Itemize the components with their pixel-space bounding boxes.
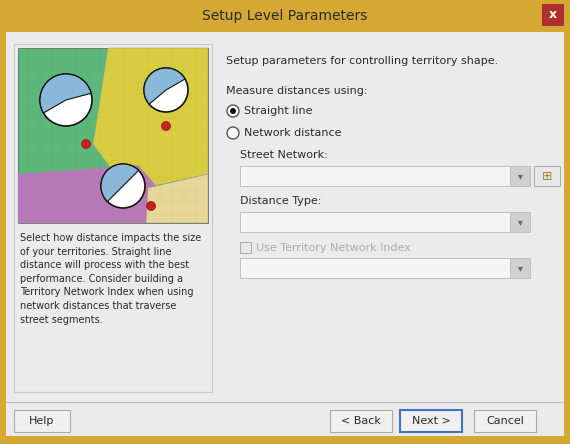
Circle shape: [227, 127, 239, 139]
Text: Setup parameters for controlling territory shape.: Setup parameters for controlling territo…: [226, 56, 498, 66]
FancyBboxPatch shape: [240, 166, 530, 186]
Circle shape: [101, 164, 145, 208]
FancyBboxPatch shape: [510, 212, 530, 232]
Text: Cancel: Cancel: [486, 416, 524, 426]
FancyBboxPatch shape: [14, 410, 70, 432]
Text: ▾: ▾: [518, 171, 523, 181]
Text: Street Network:: Street Network:: [240, 150, 328, 160]
Text: Setup Level Parameters: Setup Level Parameters: [202, 9, 368, 23]
FancyBboxPatch shape: [240, 212, 530, 232]
FancyBboxPatch shape: [542, 4, 564, 26]
Circle shape: [144, 68, 188, 112]
Text: ▾: ▾: [518, 263, 523, 273]
Circle shape: [82, 139, 91, 148]
Circle shape: [227, 105, 239, 117]
FancyBboxPatch shape: [474, 410, 536, 432]
Polygon shape: [18, 165, 158, 223]
FancyBboxPatch shape: [534, 166, 560, 186]
Wedge shape: [101, 164, 139, 202]
FancyBboxPatch shape: [400, 410, 462, 432]
Circle shape: [230, 108, 236, 114]
Text: Measure distances using:: Measure distances using:: [226, 86, 368, 96]
FancyBboxPatch shape: [18, 48, 208, 223]
Circle shape: [161, 122, 170, 131]
Text: Help: Help: [29, 416, 55, 426]
Wedge shape: [144, 68, 185, 104]
Text: x: x: [549, 8, 557, 21]
Text: Distance Type:: Distance Type:: [240, 196, 321, 206]
Wedge shape: [40, 74, 91, 113]
Text: Network distance: Network distance: [244, 128, 341, 138]
Text: < Back: < Back: [341, 416, 381, 426]
Polygon shape: [93, 48, 208, 191]
FancyBboxPatch shape: [240, 242, 251, 253]
Polygon shape: [146, 174, 208, 223]
Text: Use Territory Network Index: Use Territory Network Index: [256, 242, 411, 253]
Text: Straight line: Straight line: [244, 106, 312, 116]
Text: ⊞: ⊞: [542, 170, 552, 182]
FancyBboxPatch shape: [6, 32, 564, 436]
FancyBboxPatch shape: [510, 166, 530, 186]
FancyBboxPatch shape: [330, 410, 392, 432]
FancyBboxPatch shape: [510, 258, 530, 278]
Text: Next >: Next >: [412, 416, 450, 426]
Text: Select how distance impacts the size
of your territories. Straight line
distance: Select how distance impacts the size of …: [20, 233, 201, 325]
Circle shape: [146, 202, 156, 210]
Circle shape: [40, 74, 92, 126]
Text: ▾: ▾: [518, 217, 523, 227]
FancyBboxPatch shape: [240, 258, 530, 278]
FancyBboxPatch shape: [14, 44, 212, 392]
